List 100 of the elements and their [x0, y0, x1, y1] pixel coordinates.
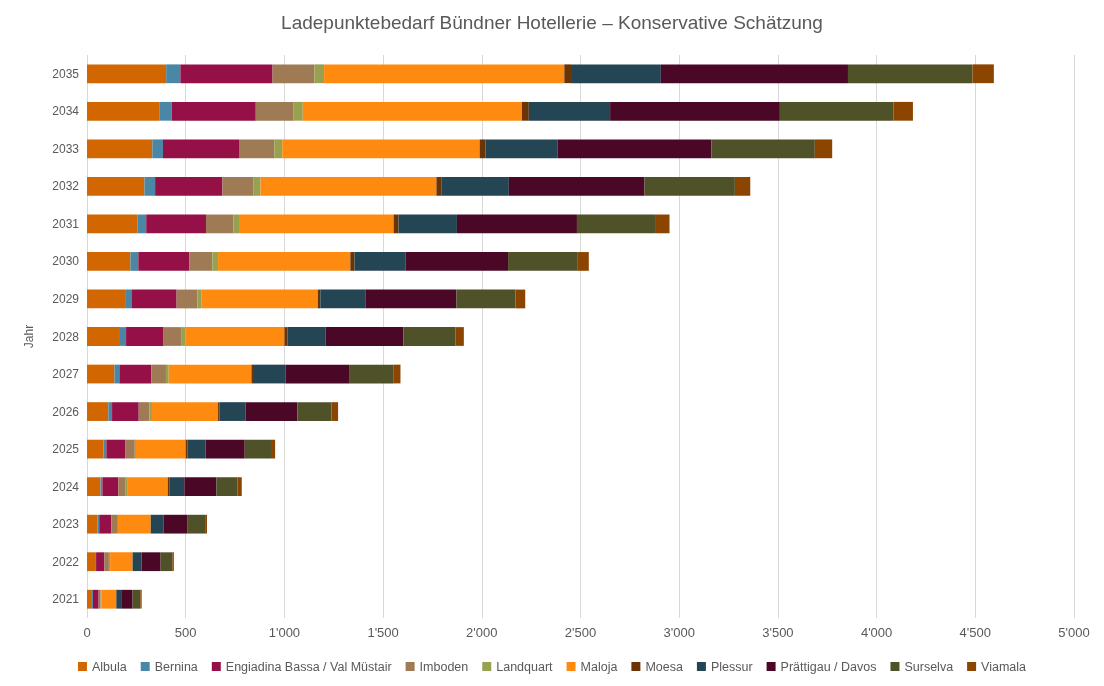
bar — [138, 402, 150, 421]
bar — [441, 176, 509, 196]
bar — [331, 402, 339, 421]
y-tick-label: 2021 — [52, 592, 80, 607]
bar — [125, 439, 135, 459]
bar — [972, 64, 994, 84]
bar — [253, 176, 261, 196]
bar — [87, 64, 167, 84]
bar — [116, 589, 122, 609]
bar — [119, 327, 127, 346]
bar — [87, 514, 98, 534]
bar — [119, 364, 152, 384]
bar — [711, 139, 815, 159]
bar — [354, 252, 406, 271]
bar — [557, 139, 712, 159]
bar — [110, 552, 133, 572]
bar — [734, 176, 751, 196]
bar — [99, 514, 112, 534]
bar — [144, 176, 156, 196]
bar — [87, 589, 92, 609]
bar — [205, 439, 245, 459]
y-tick-label: 2033 — [52, 141, 80, 156]
x-tick-label: 500 — [174, 625, 197, 640]
bar — [108, 402, 113, 421]
bar — [456, 289, 516, 309]
y-tick-label: 2035 — [52, 66, 80, 81]
bar — [118, 477, 126, 497]
bar — [171, 101, 256, 121]
bar — [132, 289, 177, 309]
bar — [135, 439, 186, 459]
legend-label: Imboden — [419, 659, 469, 674]
bar — [163, 327, 182, 346]
bar — [187, 439, 206, 459]
bar — [163, 139, 239, 159]
bar — [274, 139, 283, 159]
bar — [814, 139, 833, 159]
bar — [479, 139, 486, 159]
y-tick-label: 2023 — [52, 517, 80, 532]
bar — [239, 139, 275, 159]
bar — [102, 477, 119, 497]
bar — [508, 176, 645, 196]
bar — [87, 552, 96, 572]
bar — [577, 252, 589, 271]
bar — [272, 64, 315, 84]
bar — [184, 477, 217, 497]
bar — [132, 552, 142, 572]
bar — [403, 327, 456, 346]
bar — [350, 252, 355, 271]
bar — [117, 514, 151, 534]
bar — [189, 252, 213, 271]
x-tick-label: 5'000 — [1058, 625, 1090, 640]
y-tick-label: 2034 — [52, 104, 80, 119]
bar — [521, 101, 529, 121]
bar — [176, 289, 198, 309]
bar — [571, 64, 661, 84]
bar — [169, 477, 185, 497]
bar — [87, 327, 120, 346]
bar — [216, 477, 238, 497]
legend-label: Engiadina Bassa / Val Müstair — [225, 659, 392, 674]
bar — [847, 64, 973, 84]
bar — [325, 327, 404, 346]
bar — [287, 327, 326, 346]
x-tick-label: 1'500 — [367, 625, 399, 640]
bar — [127, 477, 168, 497]
bar — [150, 514, 164, 534]
bar — [152, 139, 163, 159]
chart-title: Ladepunktebedarf Bündner Hotellerie – Konservative Schätzung — [281, 12, 823, 33]
bar — [610, 101, 780, 121]
bar — [87, 364, 115, 384]
bar — [111, 514, 117, 534]
bar — [87, 214, 138, 234]
x-tick-label: 3'500 — [762, 625, 794, 640]
bar — [398, 214, 457, 234]
bar — [219, 402, 246, 421]
bar — [365, 289, 457, 309]
bar — [126, 327, 164, 346]
bar — [456, 214, 577, 234]
bar — [106, 439, 126, 459]
bar — [206, 214, 234, 234]
bar — [125, 289, 133, 309]
bar — [87, 176, 145, 196]
bar — [297, 402, 332, 421]
bar — [244, 439, 271, 459]
bar — [87, 439, 104, 459]
bar — [87, 252, 131, 271]
bar — [112, 402, 139, 421]
legend-label: Albula — [91, 659, 127, 674]
bar — [218, 252, 351, 271]
bar — [254, 364, 286, 384]
bar — [779, 101, 894, 121]
legend-label: Maloja — [580, 659, 618, 674]
bar — [201, 289, 318, 309]
bar — [96, 552, 105, 572]
y-tick-label: 2022 — [52, 554, 80, 569]
bar — [893, 101, 913, 121]
bar — [302, 101, 522, 121]
bar — [436, 176, 442, 196]
bar — [165, 364, 169, 384]
x-tick-label: 0 — [83, 625, 91, 640]
legend-label: Surselva — [904, 659, 954, 674]
